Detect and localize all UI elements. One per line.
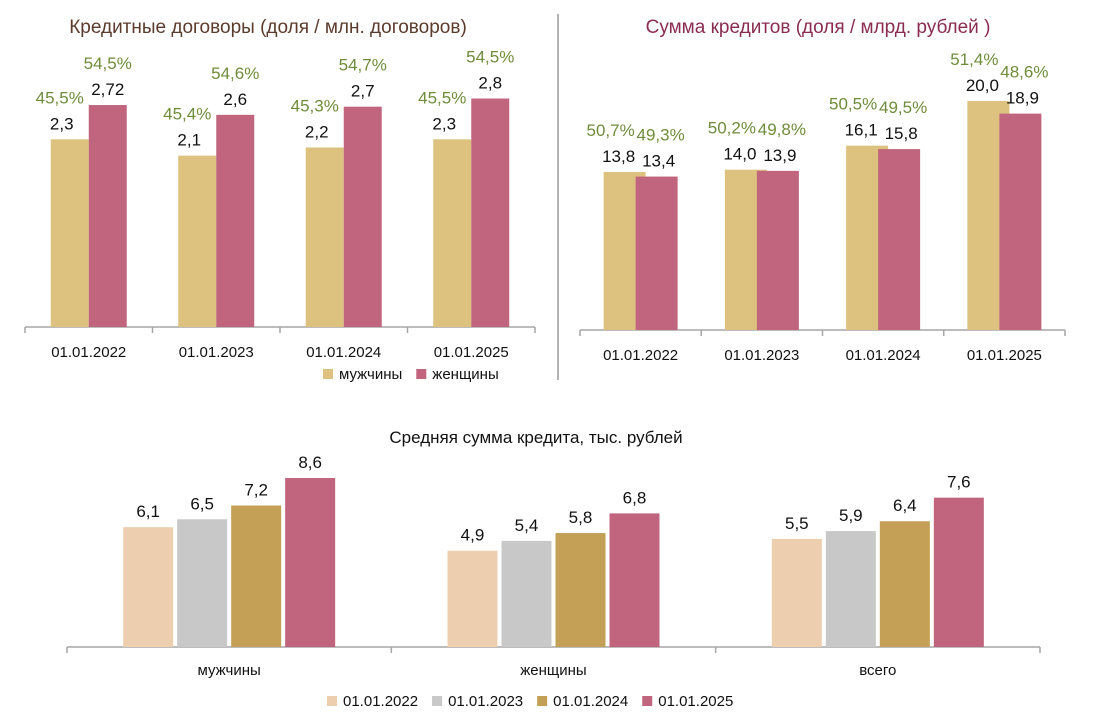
data-label: 2,8	[478, 74, 502, 93]
data-label: 2,2	[305, 122, 329, 141]
chart2-title: Сумма кредитов (доля / млрд. рублей )	[646, 17, 991, 38]
legend-swatch	[432, 696, 443, 706]
chart3: мужчины 6,1 6,5 7,2 8,6 женщины 4,9 5,4 5,8 6,8 вс…	[66, 453, 1041, 710]
bar	[878, 149, 921, 330]
legend-label: женщины	[432, 366, 498, 383]
x-tick-label: 01.01.2025	[967, 347, 1042, 364]
data-label: 2,6	[223, 90, 247, 109]
share-label: 50,7%	[587, 121, 635, 140]
x-tick-label: 01.01.2023	[724, 347, 799, 364]
data-label: 2,1	[177, 131, 201, 150]
data-label: 7,6	[947, 473, 971, 492]
bar	[343, 106, 382, 328]
bar	[999, 113, 1042, 330]
legend-swatch	[537, 696, 548, 706]
share-label: 54,5%	[466, 48, 514, 67]
bar	[879, 521, 930, 647]
data-label: 14,0	[723, 145, 756, 164]
data-label: 13,9	[763, 146, 796, 165]
legend-swatch	[642, 696, 653, 706]
share-label: 54,6%	[211, 64, 259, 83]
x-tick-label: 01.01.2023	[179, 344, 254, 361]
data-label: 4,9	[461, 526, 485, 545]
x-tick-label: 01.01.2024	[306, 344, 381, 361]
x-tick-label: 01.01.2022	[51, 344, 126, 361]
share-label: 45,5%	[36, 88, 84, 107]
x-tick-label: 01.01.2025	[434, 344, 509, 361]
bar	[285, 478, 336, 647]
legend-swatch	[416, 369, 427, 379]
bar	[635, 176, 678, 330]
data-label: 5,5	[785, 514, 809, 533]
share-label: 49,8%	[758, 120, 806, 139]
x-tick-label: 01.01.2024	[846, 347, 921, 364]
legend-label: 01.01.2024	[553, 693, 628, 710]
data-label: 16,1	[845, 121, 878, 140]
bar	[447, 550, 498, 647]
data-label: 7,2	[244, 481, 268, 500]
bar	[501, 540, 552, 647]
data-label: 2,72	[91, 80, 124, 99]
bar	[123, 527, 174, 647]
bar	[756, 170, 799, 330]
share-label: 54,5%	[84, 54, 132, 73]
legend-swatch	[327, 696, 337, 706]
x-tick-label: женщины	[520, 662, 586, 679]
bar	[609, 513, 660, 647]
data-label: 2,7	[351, 82, 375, 101]
share-label: 45,4%	[163, 105, 211, 124]
x-tick-label: мужчины	[198, 662, 261, 679]
data-label: 6,8	[623, 488, 647, 507]
data-label: 8,6	[298, 453, 322, 472]
chart2: 01.01.2022 13,8 50,7% 13,4 49,3% 01.01.2023 14…	[579, 50, 1066, 364]
data-label: 18,9	[1006, 89, 1039, 108]
bar	[433, 139, 472, 327]
chart3-title: Средняя сумма кредита, тыс. рублей	[389, 428, 682, 447]
bar	[825, 531, 876, 647]
bar	[88, 105, 127, 327]
share-label: 45,5%	[418, 88, 466, 107]
x-tick-label: всего	[859, 662, 896, 679]
share-label: 50,5%	[829, 95, 877, 114]
data-label: 15,8	[885, 124, 918, 143]
data-label: 6,5	[190, 494, 214, 513]
bar	[177, 519, 228, 647]
legend-label: 01.01.2025	[658, 693, 733, 710]
bar	[555, 533, 606, 647]
bar	[471, 98, 510, 328]
share-label: 45,3%	[291, 96, 339, 115]
data-label: 5,8	[569, 508, 593, 527]
data-label: 13,8	[602, 147, 635, 166]
legend-label: 01.01.2022	[343, 693, 418, 710]
legend-swatch	[323, 369, 333, 379]
bar	[50, 139, 89, 327]
bar	[305, 147, 344, 327]
bar	[771, 538, 822, 647]
share-label: 50,2%	[708, 119, 756, 138]
legend-label: 01.01.2023	[448, 693, 523, 710]
share-label: 49,5%	[879, 98, 927, 117]
bar	[231, 505, 282, 647]
share-label: 54,7%	[339, 56, 387, 75]
share-label: 49,3%	[637, 126, 685, 145]
data-label: 6,1	[136, 502, 160, 521]
share-label: 48,6%	[1000, 63, 1048, 82]
chart1-title: Кредитные договоры (доля / млн. договоро…	[69, 17, 467, 38]
data-label: 5,9	[839, 506, 863, 525]
bar	[933, 497, 984, 647]
chart1: 01.01.2022 2,3 45,5% 2,72 54,5% 01.01.2023 2,1…	[24, 48, 536, 383]
x-tick-label: 01.01.2022	[603, 347, 678, 364]
share-label: 51,4%	[950, 50, 998, 69]
data-label: 13,4	[642, 152, 675, 171]
bar	[216, 114, 255, 327]
bar	[178, 155, 217, 327]
data-label: 5,4	[515, 516, 539, 535]
data-label: 20,0	[966, 76, 999, 95]
data-label: 2,3	[50, 114, 74, 133]
data-label: 2,3	[432, 114, 456, 133]
data-label: 6,4	[893, 496, 917, 515]
legend-label: мужчины	[339, 366, 402, 383]
